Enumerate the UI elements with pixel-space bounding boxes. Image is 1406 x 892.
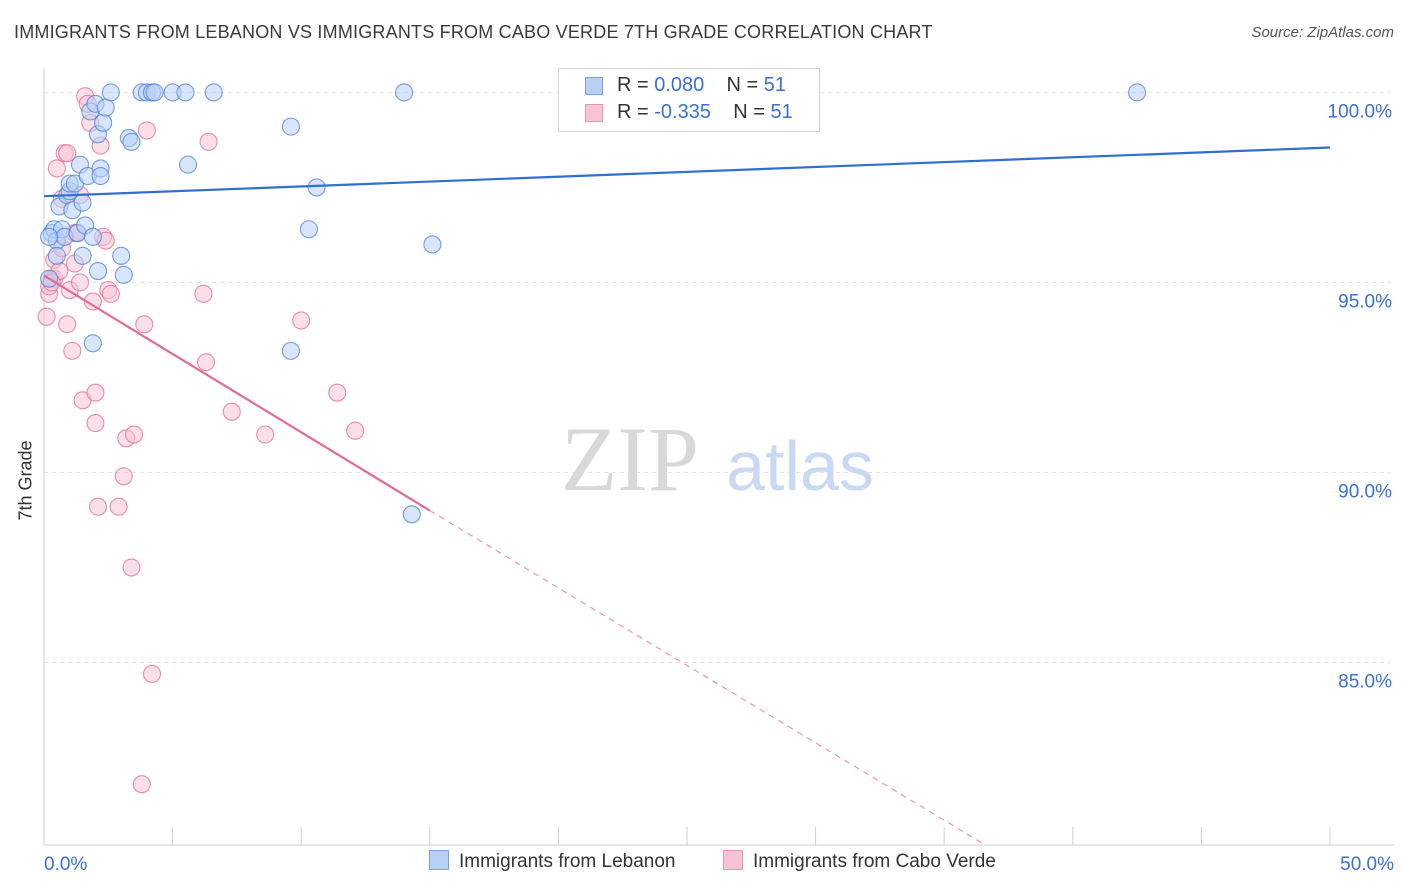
lebanon-point xyxy=(83,227,102,246)
legend-r-value: 0.080 xyxy=(654,74,705,96)
cabo-verde-point xyxy=(135,315,154,334)
y-tick-label: 90.0% xyxy=(1338,482,1392,503)
bottom-legend-lebanon: Immigrants from Lebanon xyxy=(429,850,676,873)
lebanon-point xyxy=(101,83,120,102)
legend-swatch-blue xyxy=(585,77,603,95)
cabo-verde-point xyxy=(101,284,120,303)
cabo-verde-point xyxy=(114,467,133,486)
cabo-verde-point xyxy=(70,273,90,292)
tick-labels: 100.0% 95.0% 90.0% 85.0% 0.0% 50.0% xyxy=(44,101,1394,875)
lebanon-point xyxy=(204,83,223,102)
lebanon-point xyxy=(47,246,66,265)
legend-swatch-pink xyxy=(585,104,603,122)
lebanon-point xyxy=(40,227,59,246)
lebanon-point xyxy=(1128,83,1147,102)
y-tick-label: 95.0% xyxy=(1338,291,1392,312)
series-lebanon-points xyxy=(40,83,1147,524)
bottom-legend-cabo-verde: Immigrants from Cabo Verde xyxy=(723,850,996,873)
lebanon-point xyxy=(96,98,115,117)
lebanon-point xyxy=(176,83,195,102)
lebanon-point xyxy=(112,246,131,265)
cabo-verde-point xyxy=(132,775,151,794)
lebanon-point xyxy=(402,505,421,524)
x-tick-label-right: 50.0% xyxy=(1340,854,1394,875)
cabo-verde-point xyxy=(58,315,77,334)
cabo-verde-point xyxy=(109,497,128,516)
lebanon-point xyxy=(83,334,102,353)
cabo-verde-point xyxy=(37,307,56,326)
legend-n-label: N = xyxy=(733,101,771,123)
watermark-zip: ZIP xyxy=(561,408,699,510)
lebanon-point xyxy=(178,155,198,174)
lebanon-point xyxy=(299,220,318,239)
cabo-verde-point xyxy=(222,402,241,421)
cabo-verde-point xyxy=(194,284,213,303)
lebanon-point xyxy=(73,246,92,265)
lebanon-point xyxy=(114,265,133,284)
x-tick-label-left: 0.0% xyxy=(44,854,87,875)
lebanon-trend-line xyxy=(43,146,1331,198)
legend-r-label: R = xyxy=(617,101,655,123)
cabo-verde-point xyxy=(346,421,365,440)
lebanon-point xyxy=(281,341,300,360)
lebanon-point xyxy=(145,83,164,102)
grid-lines xyxy=(44,91,1390,664)
cabo-verde-point xyxy=(142,664,162,684)
legend-n-value: 51 xyxy=(763,74,787,96)
cabo-verde-point xyxy=(86,383,105,402)
watermark-atlas: atlas xyxy=(726,427,874,505)
lebanon-point xyxy=(73,193,92,212)
bottom-legend-label-lebanon: Immigrants from Lebanon xyxy=(459,851,676,872)
y-axis-label: 7th Grade xyxy=(15,440,36,521)
cabo-verde-point xyxy=(47,159,66,178)
legend-r-value: -0.335 xyxy=(654,101,711,123)
cabo-verde-point xyxy=(58,144,77,163)
lebanon-point xyxy=(307,178,326,197)
lebanon-point xyxy=(91,166,110,186)
lebanon-point xyxy=(94,113,113,132)
cabo-verde-point xyxy=(137,121,156,140)
cabo-verde-trend-line xyxy=(43,274,431,512)
cabo-verde-point xyxy=(199,132,218,151)
bottom-legend-swatch-pink xyxy=(723,850,743,870)
y-tick-label: 100.0% xyxy=(1328,101,1393,122)
y-tick-label: 85.0% xyxy=(1338,672,1392,693)
cabo-verde-point xyxy=(256,425,275,444)
stats-legend: R = 0.080 N = 51 R = -0.335 N = 51 xyxy=(558,68,820,132)
lebanon-point xyxy=(395,83,414,102)
lebanon-point xyxy=(281,117,300,136)
lebanon-point xyxy=(88,262,108,281)
cabo-verde-trend-extension xyxy=(429,510,986,846)
legend-r-label: R = xyxy=(617,74,655,96)
trend-lines xyxy=(43,146,1331,846)
cabo-verde-point xyxy=(86,414,105,433)
cabo-verde-point xyxy=(63,341,82,360)
lebanon-point xyxy=(122,132,141,151)
cabo-verde-point xyxy=(88,497,108,516)
chart-title: IMMIGRANTS FROM LEBANON VS IMMIGRANTS FR… xyxy=(14,22,933,42)
axes xyxy=(43,68,1394,846)
legend-n-label: N = xyxy=(726,74,764,96)
legend-n-value: 51 xyxy=(770,101,793,123)
cabo-verde-point xyxy=(292,311,311,330)
cabo-verde-point xyxy=(196,353,216,372)
lebanon-point xyxy=(423,235,442,254)
source-label: Source: ZipAtlas.com xyxy=(1251,24,1394,41)
bottom-legend-swatch-blue xyxy=(429,850,449,870)
cabo-verde-point xyxy=(122,558,141,577)
cabo-verde-point xyxy=(328,383,347,402)
bottom-legend-label-cabo-verde: Immigrants from Cabo Verde xyxy=(753,851,996,872)
cabo-verde-point xyxy=(124,425,144,444)
